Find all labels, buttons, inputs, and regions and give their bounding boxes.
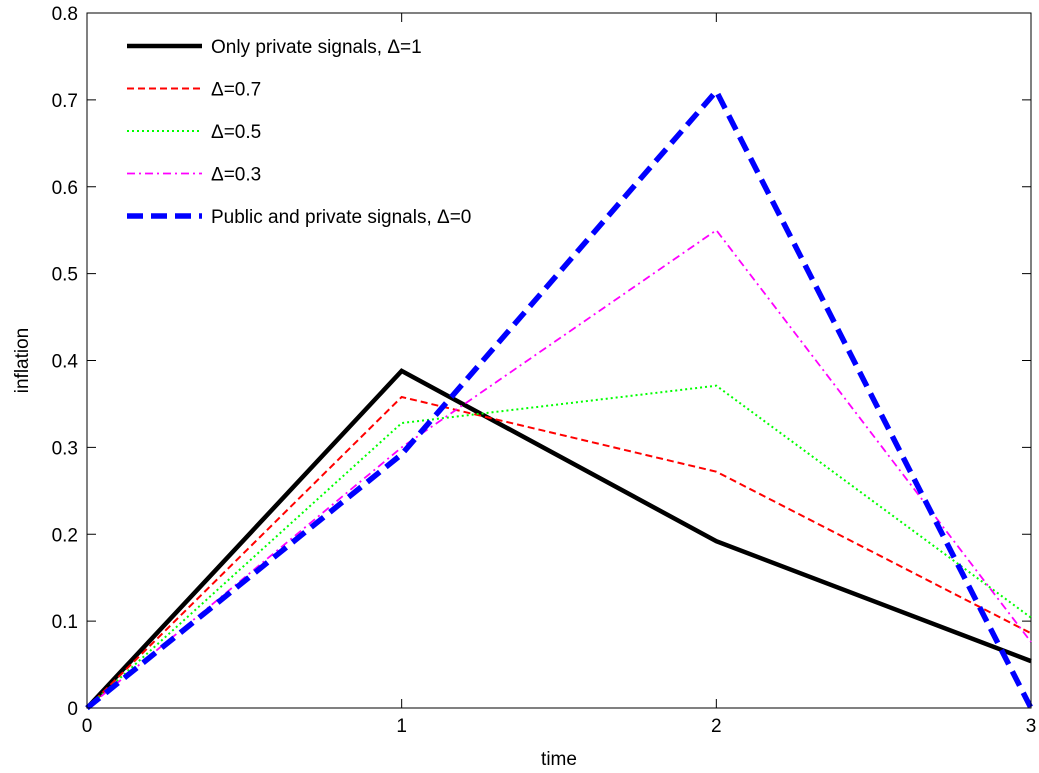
x-axis-title: time bbox=[541, 749, 577, 770]
legend-label-0: Only private signals, Δ=1 bbox=[211, 37, 422, 58]
y-tick-label: 0.7 bbox=[52, 91, 78, 112]
legend-label-3: Δ=0.3 bbox=[211, 165, 261, 186]
y-axis-title: inflation bbox=[12, 328, 33, 394]
series-line-2 bbox=[86, 384, 1032, 709]
series-line-0 bbox=[85, 368, 1032, 710]
y-tick-label: 0.1 bbox=[52, 612, 78, 633]
x-tick-label: 3 bbox=[1026, 716, 1037, 737]
y-tick-label: 0.3 bbox=[52, 438, 78, 459]
series-line-4 bbox=[85, 86, 1034, 711]
legend-label-2: Δ=0.5 bbox=[211, 122, 261, 143]
plot-area bbox=[86, 12, 1032, 709]
y-tick-label: 0.6 bbox=[52, 178, 78, 199]
y-tick-label: 0.4 bbox=[52, 352, 79, 373]
y-tick-label: 0.2 bbox=[52, 525, 78, 546]
y-tick-label: 0.8 bbox=[52, 4, 78, 25]
x-tick-label: 0 bbox=[82, 716, 93, 737]
legend-label-4: Public and private signals, Δ=0 bbox=[211, 207, 471, 228]
y-tick-label: 0 bbox=[67, 699, 78, 720]
series-layer bbox=[85, 86, 1034, 711]
y-tick-label: 0.5 bbox=[52, 265, 78, 286]
x-tick-label: 1 bbox=[396, 716, 407, 737]
x-tick-label: 2 bbox=[711, 716, 722, 737]
legend-label-1: Δ=0.7 bbox=[211, 80, 261, 101]
series-line-1 bbox=[86, 395, 1032, 709]
tick-layer: 0 1 2 3 0 0.1 0.2 0.3 0.4 0.5 0.6 0.7 0.8 bbox=[52, 4, 1037, 737]
legend: Only private signals, Δ=1 Δ=0.7 Δ=0.5 Δ=0.3… bbox=[127, 37, 471, 228]
